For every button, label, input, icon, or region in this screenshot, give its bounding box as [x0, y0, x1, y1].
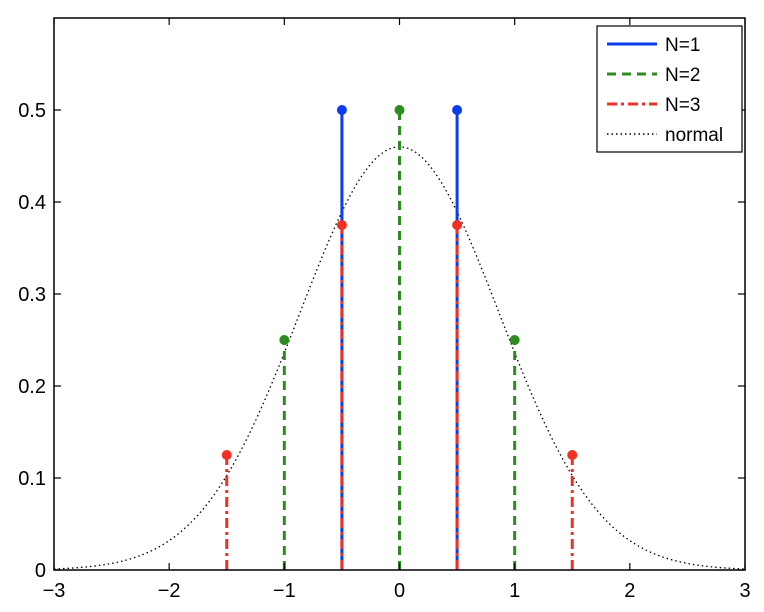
- y-tick-label-4: 0.4: [18, 192, 46, 214]
- stem-marker-n2-1: [394, 105, 405, 115]
- stem-marker-n3-1: [336, 220, 347, 230]
- y-tick-label-1: 0.1: [18, 468, 46, 490]
- stem-marker-n1-1: [452, 105, 463, 115]
- legend-label-n2: N=2: [665, 65, 700, 86]
- y-tick-label-3: 0.3: [18, 284, 46, 306]
- x-tick-label-6: 3: [739, 580, 750, 602]
- stem-marker-n3-0: [221, 450, 232, 460]
- legend-label-n1: N=1: [665, 35, 700, 56]
- plot-area: [53, 105, 746, 570]
- x-tick-label-2: −1: [273, 580, 296, 602]
- x-tick-label-4: 1: [509, 580, 520, 602]
- x-tick-label-0: −3: [43, 580, 66, 602]
- y-tick-label-0: 0: [35, 560, 46, 582]
- axis-tick-labels: −3 −2 −1 0 1 2 3 0 0.1 0.2 0.3 0.4 0.5: [18, 100, 750, 602]
- legend-label-normal: normal: [665, 125, 723, 146]
- legend: N=1 N=2 N=3 normal: [596, 25, 743, 153]
- x-tick-label-1: −2: [158, 580, 181, 602]
- legend-label-n3: N=3: [665, 95, 700, 116]
- legend-box: [596, 25, 743, 153]
- stem-marker-n1-0: [336, 105, 347, 115]
- stem-marker-n2-0: [279, 335, 290, 345]
- x-tick-label-3: 0: [394, 580, 405, 602]
- stem-marker-n2-2: [509, 335, 520, 345]
- y-tick-label-2: 0.2: [18, 376, 46, 398]
- stem-marker-n3-2: [452, 220, 463, 230]
- y-tick-label-5: 0.5: [18, 100, 46, 122]
- plot-frame: [53, 17, 746, 571]
- stem-marker-n3-3: [567, 450, 578, 460]
- x-tick-label-5: 2: [624, 580, 635, 602]
